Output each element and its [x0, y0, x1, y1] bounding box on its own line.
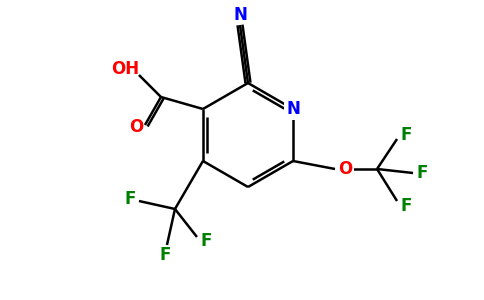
Text: F: F — [159, 246, 171, 264]
Text: F: F — [400, 126, 412, 144]
Text: F: F — [416, 164, 428, 182]
Text: N: N — [286, 100, 300, 118]
Text: F: F — [124, 190, 136, 208]
Text: O: O — [338, 160, 352, 178]
Text: O: O — [129, 118, 143, 136]
Text: F: F — [200, 232, 212, 250]
Text: N: N — [233, 6, 247, 24]
Text: OH: OH — [111, 60, 139, 78]
Text: F: F — [400, 197, 412, 215]
